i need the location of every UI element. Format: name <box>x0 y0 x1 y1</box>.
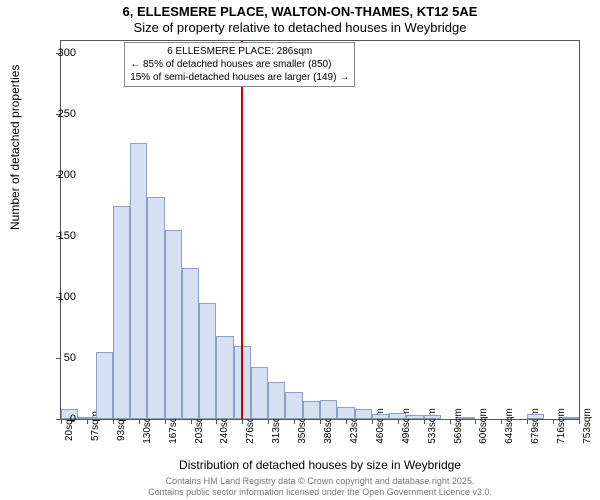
histogram-bar <box>268 382 285 419</box>
xtick-mark <box>165 419 166 424</box>
attribution-line-2: Contains public sector information licen… <box>60 487 580 497</box>
plot-area: 20sqm57sqm93sqm130sqm167sqm203sqm240sqm2… <box>60 40 580 420</box>
xtick-mark <box>242 419 243 424</box>
histogram-bar <box>113 206 130 419</box>
histogram-bar <box>320 400 337 420</box>
histogram-bar <box>130 143 147 419</box>
attribution-line-1: Contains HM Land Registry data © Crown c… <box>60 476 580 486</box>
xtick-mark <box>320 419 321 424</box>
histogram-chart: 6, ELLESMERE PLACE, WALTON-ON-THAMES, KT… <box>0 0 600 500</box>
xtick-mark <box>216 419 217 424</box>
histogram-bar <box>147 197 164 419</box>
histogram-bar <box>303 401 320 419</box>
histogram-bar <box>78 417 95 419</box>
annotation-line: 15% of semi-detached houses are larger (… <box>130 71 349 84</box>
xtick-mark <box>139 419 140 424</box>
property-marker-line <box>241 41 243 419</box>
histogram-bar <box>355 409 372 419</box>
ytick-label: 300 <box>36 47 76 59</box>
histogram-bar <box>424 415 441 419</box>
y-axis-label: Number of detached properties <box>8 65 22 230</box>
xtick-mark <box>475 419 476 424</box>
xtick-label: 569sqm <box>453 408 464 444</box>
histogram-bar <box>96 352 113 419</box>
xtick-mark <box>113 419 114 424</box>
xtick-mark <box>527 419 528 424</box>
histogram-bar <box>527 414 544 419</box>
xtick-mark <box>372 419 373 424</box>
histogram-bar <box>406 415 423 419</box>
chart-title-2: Size of property relative to detached ho… <box>0 20 600 35</box>
xtick-mark <box>191 419 192 424</box>
xtick-label: 533sqm <box>427 408 438 444</box>
histogram-bar <box>182 268 199 419</box>
chart-title-1: 6, ELLESMERE PLACE, WALTON-ON-THAMES, KT… <box>0 4 600 19</box>
xtick-label: 753sqm <box>582 408 593 444</box>
histogram-bar <box>199 303 216 419</box>
xtick-label: 716sqm <box>556 408 567 444</box>
histogram-bar <box>562 417 579 419</box>
x-axis-label: Distribution of detached houses by size … <box>60 458 580 472</box>
xtick-mark <box>579 419 580 424</box>
annotation-box: 6 ELLESMERE PLACE: 286sqm← 85% of detach… <box>124 42 355 87</box>
xtick-mark <box>346 419 347 424</box>
ytick-label: 150 <box>36 230 76 242</box>
xtick-mark <box>553 419 554 424</box>
annotation-line: ← 85% of detached houses are smaller (85… <box>130 58 349 71</box>
histogram-bar <box>285 392 302 419</box>
histogram-bar <box>251 367 268 419</box>
xtick-mark <box>268 419 269 424</box>
xtick-mark <box>450 419 451 424</box>
xtick-mark <box>424 419 425 424</box>
ytick-label: 250 <box>36 108 76 120</box>
ytick-label: 200 <box>36 169 76 181</box>
histogram-bar <box>165 230 182 419</box>
xtick-mark <box>501 419 502 424</box>
ytick-label: 100 <box>36 291 76 303</box>
ytick-label: 50 <box>36 352 76 364</box>
ytick-label: 0 <box>36 413 76 425</box>
annotation-line: 6 ELLESMERE PLACE: 286sqm <box>130 45 349 58</box>
histogram-bar <box>389 413 406 419</box>
xtick-mark <box>87 419 88 424</box>
xtick-label: 606sqm <box>478 408 489 444</box>
histogram-bar <box>372 414 389 419</box>
xtick-mark <box>294 419 295 424</box>
xtick-label: 643sqm <box>504 408 515 444</box>
histogram-bar <box>458 417 475 419</box>
xtick-mark <box>398 419 399 424</box>
histogram-bar <box>216 336 233 419</box>
histogram-bar <box>337 407 354 419</box>
